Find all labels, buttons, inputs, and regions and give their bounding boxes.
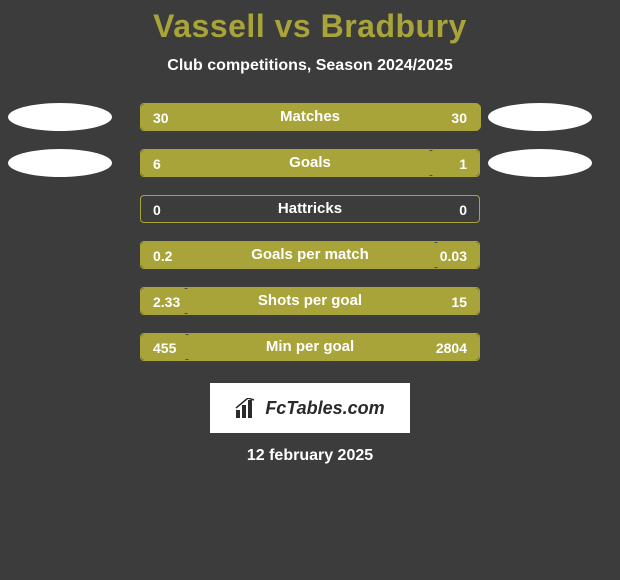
stat-row: 0.2 0.03 Goals per match bbox=[140, 241, 480, 269]
stat-label: Goals per match bbox=[251, 241, 369, 269]
player-right-ellipse-1 bbox=[488, 103, 592, 131]
player-left-ellipse-2 bbox=[8, 149, 112, 177]
bar-fill-right bbox=[430, 150, 479, 176]
subtitle: Club competitions, Season 2024/2025 bbox=[0, 57, 620, 75]
stat-label: Hattricks bbox=[278, 195, 342, 223]
stat-value-left: 30 bbox=[153, 104, 169, 132]
stat-row: 2.33 15 Shots per goal bbox=[140, 287, 480, 315]
brand-badge: FcTables.com bbox=[210, 383, 410, 433]
stat-value-left: 455 bbox=[153, 334, 176, 362]
stat-value-right: 30 bbox=[451, 104, 467, 132]
stat-value-right: 1 bbox=[459, 150, 467, 178]
stat-value-left: 0.2 bbox=[153, 242, 172, 270]
stat-value-left: 2.33 bbox=[153, 288, 180, 316]
stat-value-right: 2804 bbox=[436, 334, 467, 362]
stat-rows: 30 30 Matches 6 1 Goals 0 0 Hattricks 0.2 0.03 Goal… bbox=[140, 103, 480, 361]
stat-label: Shots per goal bbox=[258, 287, 362, 315]
stat-value-left: 0 bbox=[153, 196, 161, 224]
stat-row: 455 2804 Min per goal bbox=[140, 333, 480, 361]
brand-text: FcTables.com bbox=[265, 398, 384, 419]
stat-value-left: 6 bbox=[153, 150, 161, 178]
stat-value-right: 0 bbox=[459, 196, 467, 224]
stat-label: Goals bbox=[289, 149, 331, 177]
stats-area: 30 30 Matches 6 1 Goals 0 0 Hattricks 0.2 0.03 Goal… bbox=[0, 103, 620, 363]
stat-value-right: 0.03 bbox=[440, 242, 467, 270]
player-right-ellipse-2 bbox=[488, 149, 592, 177]
page-title: Vassell vs Bradbury bbox=[0, 0, 620, 45]
stat-row: 0 0 Hattricks bbox=[140, 195, 480, 223]
brand-icon bbox=[235, 398, 259, 418]
player-left-ellipse-1 bbox=[8, 103, 112, 131]
stat-label: Matches bbox=[280, 103, 340, 131]
stat-label: Min per goal bbox=[266, 333, 354, 361]
stat-value-right: 15 bbox=[451, 288, 467, 316]
stat-row: 30 30 Matches bbox=[140, 103, 480, 131]
date-text: 12 february 2025 bbox=[0, 447, 620, 465]
stat-row: 6 1 Goals bbox=[140, 149, 480, 177]
bar-fill-left bbox=[141, 150, 432, 176]
